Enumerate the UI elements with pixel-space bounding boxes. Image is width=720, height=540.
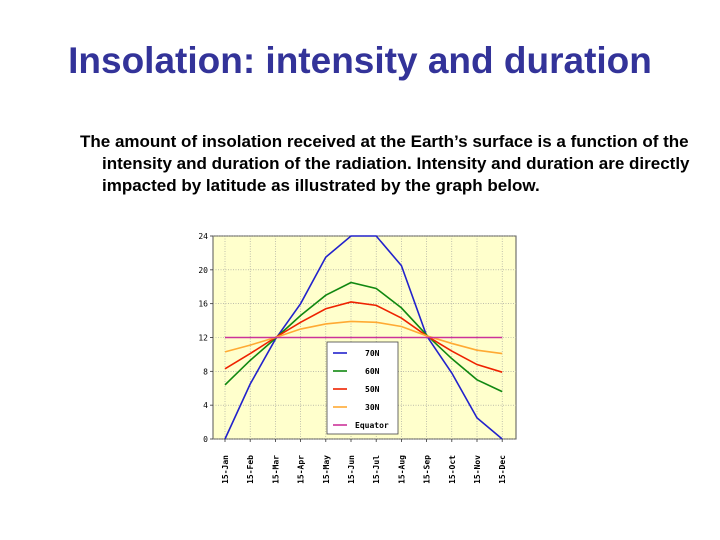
- x-tick-label: 15-Feb: [246, 455, 255, 484]
- x-tick-label: 15-Jul: [372, 455, 381, 484]
- x-tick-label: 15-Oct: [448, 455, 457, 484]
- x-tick-label: 15-Nov: [473, 455, 482, 484]
- x-tick-label: 15-Aug: [397, 455, 406, 484]
- x-tick-label: 15-Dec: [498, 455, 507, 484]
- x-tick-label: 15-Sep: [423, 455, 432, 484]
- series-line-50n: [224, 301, 503, 373]
- legend-box: [326, 341, 399, 435]
- legend-label: 50N: [365, 385, 380, 394]
- x-tick-label: 15-Jun: [347, 455, 356, 484]
- insolation-line-chart: 0 4 8 12 16 20 24 15-Jan 15-Feb 15-Mar 15-Apr 15-M…: [198, 232, 517, 484]
- y-axis-ticks: 0 4 8 12 16 20 24: [198, 232, 213, 444]
- legend-label: 70N: [365, 349, 380, 358]
- series-line-70n: [224, 235, 503, 440]
- series-lines: [224, 235, 503, 440]
- x-tick-label: 15-Jan: [221, 455, 230, 484]
- series-line-30n: [224, 320, 503, 355]
- y-tick-label: 16: [198, 300, 208, 309]
- y-tick-label: 20: [198, 266, 208, 275]
- y-tick-label: 12: [198, 334, 208, 343]
- x-tick-label: 15-Apr: [297, 455, 306, 484]
- body-paragraph: The amount of insolation received at the…: [80, 132, 690, 195]
- legend: 70N 60N 50N 30N Equator: [326, 341, 399, 435]
- series-line-60n: [224, 281, 503, 393]
- legend-label: Equator: [355, 421, 389, 430]
- y-tick-label: 0: [203, 435, 208, 444]
- legend-label: 60N: [365, 367, 380, 376]
- slide-title: Insolation: intensity and duration: [68, 40, 652, 81]
- x-axis-ticks: 15-Jan 15-Feb 15-Mar 15-Apr 15-May 15-Jun 15-J…: [221, 439, 507, 484]
- legend-label: 30N: [365, 403, 380, 412]
- y-tick-label: 4: [203, 401, 208, 410]
- y-tick-label: 24: [198, 232, 208, 241]
- x-tick-label: 15-Mar: [271, 455, 280, 484]
- x-tick-label: 15-May: [322, 455, 331, 484]
- y-tick-label: 8: [203, 367, 208, 376]
